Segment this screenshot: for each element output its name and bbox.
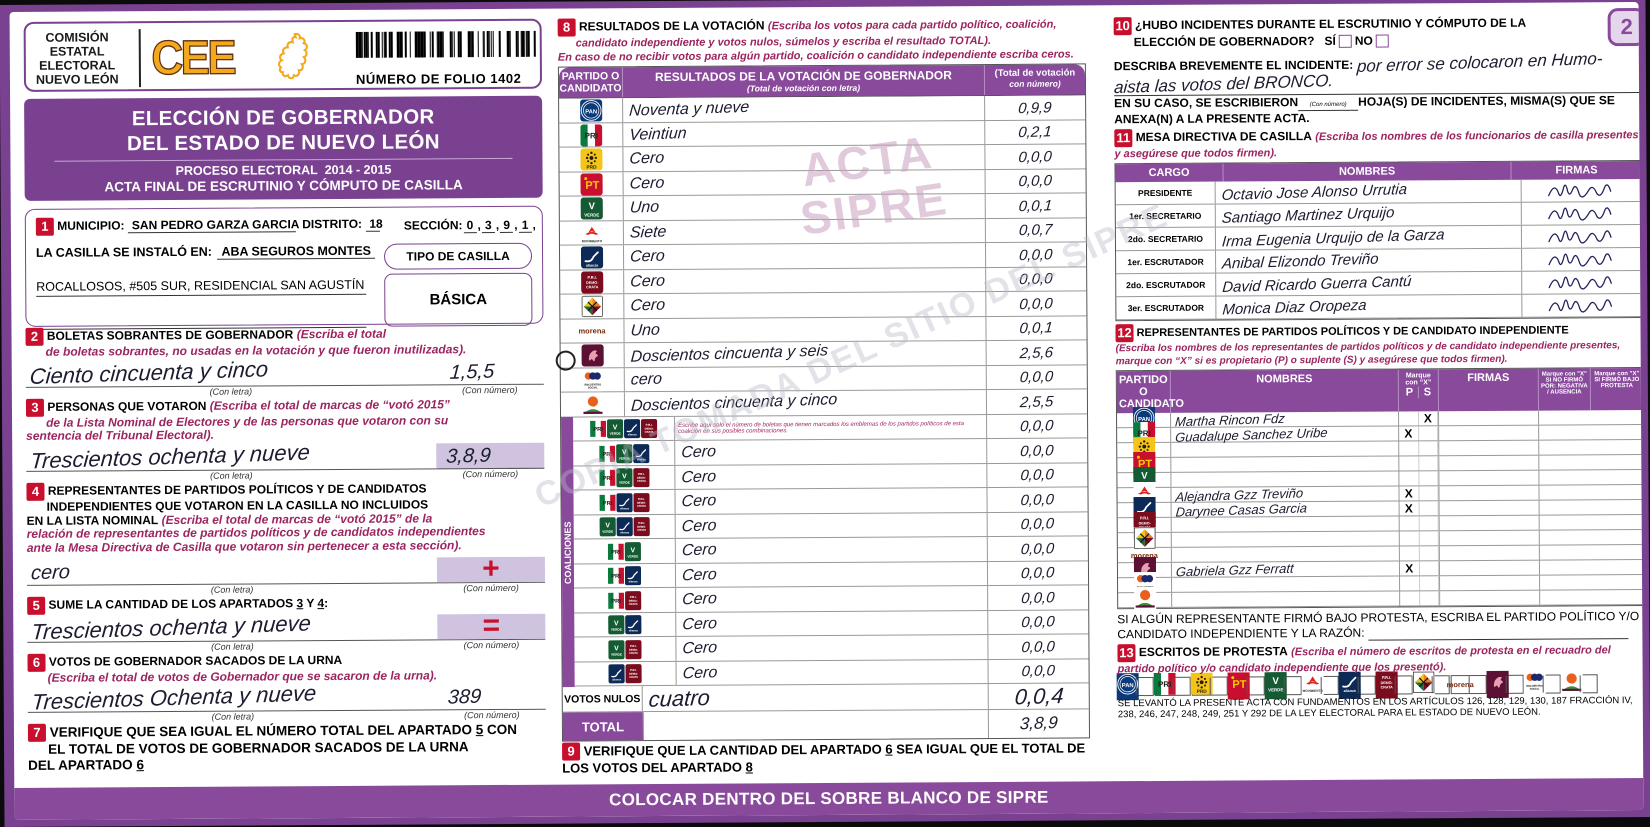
svg-text:PT: PT	[1232, 679, 1246, 691]
svg-text:VERDE: VERDE	[611, 628, 622, 632]
svg-text:CRATA: CRATA	[586, 285, 599, 289]
svg-text:DEMO-: DEMO-	[645, 427, 654, 431]
svg-text:PAN: PAN	[1121, 683, 1133, 689]
svg-text:CRATA: CRATA	[629, 602, 638, 606]
svg-text:PRI: PRI	[602, 476, 612, 482]
svg-text:alianza: alianza	[1343, 689, 1356, 693]
svg-text:CRATA: CRATA	[637, 503, 646, 507]
svg-text:CRATA: CRATA	[637, 528, 646, 532]
svg-text:SOCIAL: SOCIAL	[587, 385, 597, 389]
svg-text:P.R.I.: P.R.I.	[646, 423, 653, 427]
svg-text:PRI: PRI	[611, 549, 621, 555]
svg-text:alianza: alianza	[620, 530, 629, 534]
svg-text:PRI: PRI	[1157, 680, 1170, 689]
svg-text:PT: PT	[585, 179, 599, 191]
svg-text:DEMO-: DEMO-	[637, 500, 646, 504]
svg-text:DEMO-: DEMO-	[636, 476, 645, 480]
svg-text:P.R.I.: P.R.I.	[1139, 515, 1148, 520]
svg-text:DEMO-: DEMO-	[637, 525, 646, 529]
svg-text:VERDE: VERDE	[1268, 688, 1283, 693]
svg-text:P.R.I.: P.R.I.	[630, 595, 637, 599]
svg-text:PRI: PRI	[611, 574, 621, 580]
svg-text:V: V	[631, 547, 636, 554]
svg-text:DEMO-: DEMO-	[1380, 681, 1393, 685]
svg-text:VERDE: VERDE	[610, 432, 621, 436]
svg-text:CRATA: CRATA	[645, 430, 654, 434]
svg-text:DEMO-: DEMO-	[1138, 521, 1151, 525]
svg-text:DEMO-: DEMO-	[629, 647, 638, 651]
svg-text:V: V	[1272, 676, 1279, 687]
svg-text:P.R.I.: P.R.I.	[638, 521, 645, 525]
svg-text:alianza: alianza	[585, 264, 598, 268]
svg-text:alianza: alianza	[612, 678, 621, 682]
svg-text:VERDE: VERDE	[618, 481, 629, 485]
svg-text:PRI: PRI	[602, 452, 612, 458]
svg-text:V: V	[605, 522, 610, 529]
svg-text:V: V	[614, 620, 619, 627]
svg-text:MOVIMIENTO: MOVIMIENTO	[581, 239, 602, 243]
svg-text:CRATA: CRATA	[629, 651, 638, 655]
svg-text:V: V	[613, 424, 618, 431]
svg-text:V: V	[614, 645, 619, 652]
svg-text:V: V	[1141, 471, 1148, 482]
svg-text:alianza: alianza	[629, 579, 638, 583]
svg-text:alianza: alianza	[628, 432, 637, 436]
svg-text:DEMO-: DEMO-	[629, 672, 638, 676]
svg-text:V: V	[621, 449, 626, 456]
svg-text:DEMO-: DEMO-	[629, 598, 638, 602]
svg-text:PRI: PRI	[611, 598, 621, 604]
svg-text:P.R.I.: P.R.I.	[587, 274, 596, 279]
svg-text:VERDE: VERDE	[611, 652, 622, 656]
svg-text:P.R.I.: P.R.I.	[638, 497, 645, 501]
svg-text:PRI: PRI	[584, 131, 597, 140]
svg-text:alianza: alianza	[636, 457, 645, 461]
svg-text:PAN: PAN	[585, 109, 597, 115]
svg-text:alianza: alianza	[620, 506, 629, 510]
svg-text:alianza: alianza	[629, 628, 638, 632]
svg-text:VERDE: VERDE	[584, 213, 599, 218]
svg-text:P.R.I.: P.R.I.	[1381, 675, 1390, 680]
svg-text:DEMO-: DEMO-	[586, 280, 599, 284]
svg-text:SOCIAL: SOCIAL	[1529, 687, 1539, 691]
svg-text:PRD: PRD	[586, 165, 597, 171]
svg-text:VERDE: VERDE	[602, 530, 613, 534]
svg-text:P.R.I.: P.R.I.	[630, 668, 637, 672]
svg-text:CRATA: CRATA	[1380, 686, 1393, 690]
svg-text:P.R.I.: P.R.I.	[637, 472, 644, 476]
svg-text:CRATA: CRATA	[636, 479, 645, 483]
svg-text:PRI: PRI	[602, 501, 612, 507]
svg-text:V: V	[588, 201, 595, 212]
svg-text:V: V	[622, 473, 627, 480]
svg-text:PRD: PRD	[1196, 689, 1207, 695]
svg-text:PRI: PRI	[593, 427, 603, 433]
svg-text:CRATA: CRATA	[629, 675, 638, 679]
svg-text:VERDE: VERDE	[627, 554, 638, 558]
svg-text:VERDE: VERDE	[618, 456, 629, 460]
svg-text:P.R.I.: P.R.I.	[630, 644, 637, 648]
